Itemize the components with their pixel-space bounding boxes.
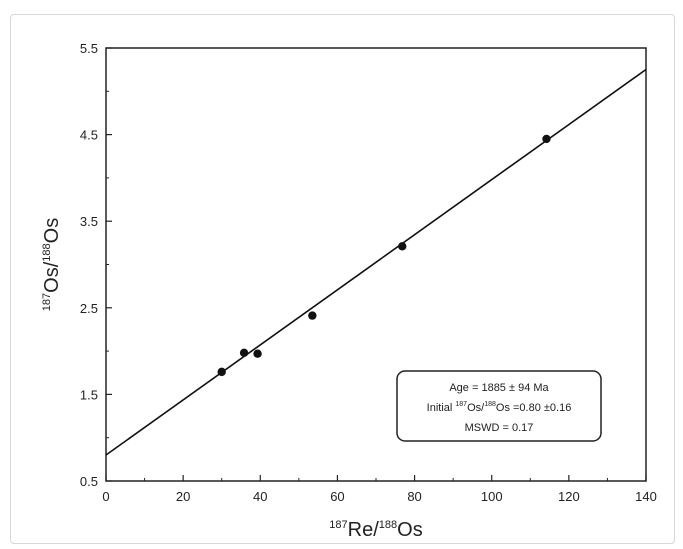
isochron-fit-line xyxy=(105,68,647,456)
data-point xyxy=(308,311,317,320)
x-axis-label: 187Re/188Os xyxy=(329,519,422,541)
y-tick-label: 3.5 xyxy=(80,214,98,229)
x-tick-label: 100 xyxy=(481,489,503,504)
x-tick-label: 60 xyxy=(330,489,344,504)
chart-frame xyxy=(10,14,675,544)
y-axis-label: 187Os/188Os xyxy=(41,218,63,311)
annotation-mswd: MSWD = 0.17 xyxy=(465,422,534,434)
x-tick-label: 20 xyxy=(176,489,190,504)
x-tick-label: 140 xyxy=(635,489,657,504)
annotation-initial-ratio: Initial 187Os/188Os =0.80 ±0.16 xyxy=(427,401,572,414)
data-point xyxy=(398,242,407,251)
y-tick-label: 1.5 xyxy=(80,387,98,402)
annotation-box: Age = 1885 ± 94 Ma Initial 187Os/188Os =… xyxy=(396,370,602,442)
y-tick-label: 5.5 xyxy=(80,41,98,56)
annotation-age: Age = 1885 ± 94 Ma xyxy=(449,382,549,394)
y-tick-label: 4.5 xyxy=(80,128,98,143)
x-tick-label: 0 xyxy=(102,489,109,504)
data-point xyxy=(239,348,249,358)
x-tick-label: 40 xyxy=(253,489,267,504)
x-tick-label: 120 xyxy=(558,489,580,504)
x-tick-label: 80 xyxy=(407,489,421,504)
data-point xyxy=(217,367,226,377)
y-tick-label: 0.5 xyxy=(80,474,98,489)
y-tick-label: 2.5 xyxy=(80,301,98,316)
annotation-border xyxy=(396,370,602,442)
data-point xyxy=(253,349,262,358)
data-point xyxy=(542,134,551,144)
